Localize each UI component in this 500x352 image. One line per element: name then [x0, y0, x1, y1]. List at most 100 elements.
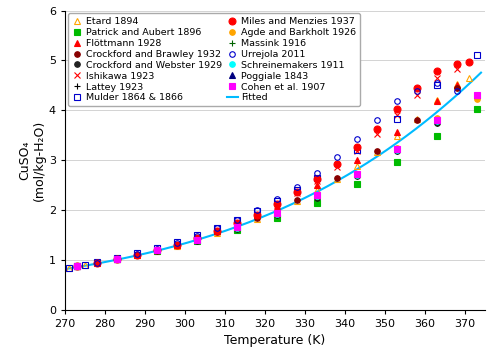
Crockford and Webster 1929 [74, 264, 80, 269]
Lattey 1923 [274, 213, 280, 217]
Ishikawa 1923 [274, 202, 280, 207]
Poggiale 1843 [474, 93, 480, 98]
Urrejola 2011 [174, 241, 180, 245]
Crockford and Webster 1929 [394, 149, 400, 153]
Patrick and Aubert 1896 [234, 228, 240, 232]
Schreinemakers 1911 [354, 173, 360, 177]
Y-axis label: CuSO₄
(mol/kg-H₂O): CuSO₄ (mol/kg-H₂O) [18, 120, 46, 201]
Etard 1894 [114, 257, 120, 262]
Line: Urrejola 2011: Urrejola 2011 [74, 80, 460, 269]
Schreinemakers 1911 [154, 248, 160, 252]
Patrick and Aubert 1896 [154, 249, 160, 253]
Miles and Menzies 1937 [274, 202, 280, 206]
Cohen et al. 1907 [114, 257, 120, 262]
Flöttmann 1928 [354, 158, 360, 162]
Ishikawa 1923 [394, 113, 400, 117]
Miles and Menzies 1937 [214, 230, 220, 234]
Flöttmann 1928 [234, 221, 240, 226]
Crockford and Webster 1929 [274, 213, 280, 217]
Line: Miles and Menzies 1937: Miles and Menzies 1937 [74, 59, 472, 270]
Schreinemakers 1911 [274, 212, 280, 216]
Flöttmann 1928 [394, 130, 400, 134]
Cohen et al. 1907 [394, 147, 400, 151]
Flöttmann 1928 [74, 264, 80, 269]
Crockford and Brawley 1932 [414, 118, 420, 122]
Flöttmann 1928 [314, 183, 320, 187]
Miles and Menzies 1937 [354, 145, 360, 149]
Poggiale 1843 [194, 238, 200, 242]
Poggiale 1843 [234, 225, 240, 230]
Etard 1894 [454, 82, 460, 87]
Massink 1916 [74, 264, 80, 269]
Massink 1916 [194, 239, 200, 243]
Urrejola 2011 [394, 99, 400, 103]
Miles and Menzies 1937 [94, 261, 100, 265]
Urrejola 2011 [334, 155, 340, 159]
Urrejola 2011 [434, 81, 440, 85]
Legend: Etard 1894, Patrick and Aubert 1896, Flöttmann 1928, Crockford and Brawley 1932,: Etard 1894, Patrick and Aubert 1896, Flö… [68, 13, 360, 106]
Schreinemakers 1911 [474, 93, 480, 98]
Ishikawa 1923 [234, 221, 240, 226]
Urrejola 2011 [214, 226, 220, 231]
Ishikawa 1923 [374, 132, 380, 136]
Etard 1894 [414, 117, 420, 121]
Miles and Menzies 1937 [466, 60, 472, 64]
Etard 1894 [234, 224, 240, 228]
Crockford and Brawley 1932 [374, 149, 380, 153]
Patrick and Aubert 1896 [354, 182, 360, 186]
Mulder 1864 & 1866 [194, 233, 200, 238]
Urrejola 2011 [74, 264, 80, 269]
Flöttmann 1928 [154, 248, 160, 252]
Miles and Menzies 1937 [174, 243, 180, 247]
Mulder 1864 & 1866 [234, 218, 240, 222]
Lattey 1923 [434, 121, 440, 125]
Cohen et al. 1907 [354, 171, 360, 176]
Ishikawa 1923 [194, 236, 200, 240]
Poggiale 1843 [274, 211, 280, 215]
Line: Agde and Barkholt 1926: Agde and Barkholt 1926 [114, 96, 480, 262]
Schreinemakers 1911 [314, 194, 320, 198]
Ishikawa 1923 [114, 257, 120, 262]
Schreinemakers 1911 [194, 238, 200, 242]
Lattey 1923 [394, 149, 400, 153]
Ishikawa 1923 [314, 178, 320, 183]
Mulder 1864 & 1866 [134, 251, 140, 256]
Mulder 1864 & 1866 [294, 188, 300, 192]
Schreinemakers 1911 [394, 148, 400, 152]
Miles and Menzies 1937 [114, 257, 120, 262]
Lattey 1923 [114, 257, 120, 262]
Miles and Menzies 1937 [454, 62, 460, 67]
Flöttmann 1928 [194, 236, 200, 240]
Urrejola 2011 [134, 252, 140, 257]
Miles and Menzies 1937 [194, 236, 200, 240]
Schreinemakers 1911 [74, 264, 80, 269]
Flöttmann 1928 [214, 230, 220, 234]
Poggiale 1843 [434, 118, 440, 122]
Line: Lattey 1923: Lattey 1923 [74, 119, 440, 270]
Etard 1894 [274, 208, 280, 212]
Miles and Menzies 1937 [294, 190, 300, 194]
Mulder 1864 & 1866 [174, 240, 180, 245]
Patrick and Aubert 1896 [114, 257, 120, 262]
Ishikawa 1923 [154, 248, 160, 252]
Massink 1916 [314, 195, 320, 200]
Line: Massink 1916: Massink 1916 [74, 119, 440, 270]
Mulder 1864 & 1866 [254, 209, 260, 213]
Crockford and Brawley 1932 [454, 86, 460, 90]
Cohen et al. 1907 [74, 264, 80, 269]
Etard 1894 [74, 264, 80, 269]
Crockford and Webster 1929 [154, 249, 160, 253]
Agde and Barkholt 1926 [474, 97, 480, 101]
Line: Crockford and Brawley 1932: Crockford and Brawley 1932 [174, 85, 460, 248]
Etard 1894 [94, 260, 100, 264]
Ishikawa 1923 [334, 164, 340, 169]
Schreinemakers 1911 [114, 257, 120, 262]
Lattey 1923 [74, 264, 80, 269]
Crockford and Webster 1929 [234, 227, 240, 231]
Ishikawa 1923 [134, 253, 140, 257]
Poggiale 1843 [314, 193, 320, 197]
Miles and Menzies 1937 [394, 107, 400, 112]
Poggiale 1843 [74, 264, 80, 269]
Patrick and Aubert 1896 [194, 239, 200, 243]
Agde and Barkholt 1926 [154, 248, 160, 252]
